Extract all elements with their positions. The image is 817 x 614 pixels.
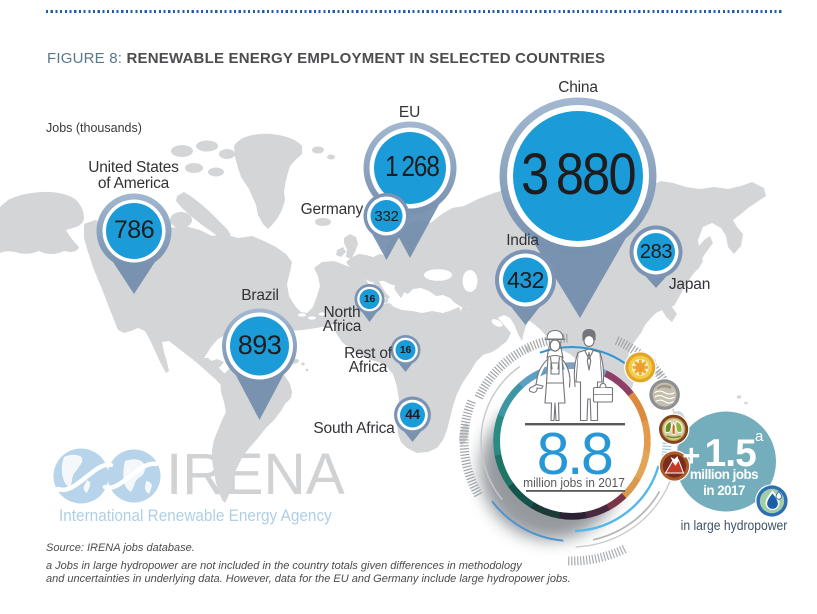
svg-text:International Renewable Energy: International Renewable Energy Agency [59,508,332,526]
svg-text:IRENA: IRENA [166,442,345,507]
